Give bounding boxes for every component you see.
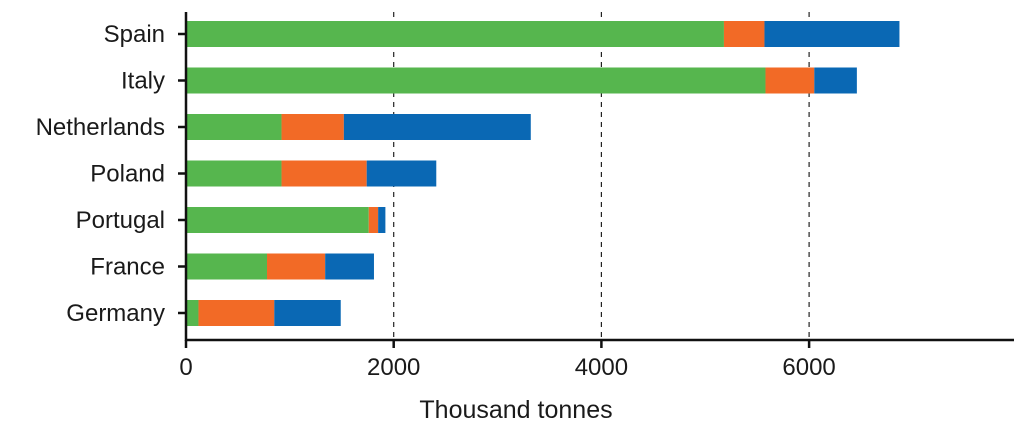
bar-portugal-segment-2 [369,207,378,233]
bar-spain-segment-1 [186,21,724,47]
y-tick-label-portugal: Portugal [76,207,165,234]
bar-spain-segment-2 [724,21,765,47]
bar-france-segment-1 [186,254,267,280]
x-tick-label-6000: 6000 [782,354,835,381]
y-tick-label-netherlands: Netherlands [36,114,165,141]
bar-italy-segment-3 [814,68,857,94]
bar-spain-segment-3 [764,21,899,47]
x-tick-label-4000: 4000 [575,354,628,381]
bar-portugal-segment-1 [186,207,369,233]
bar-netherlands-segment-1 [186,114,282,140]
bar-germany-segment-2 [198,300,274,326]
x-tick-label-0: 0 [179,354,192,381]
bar-france-segment-3 [325,254,374,280]
y-tick-label-italy: Italy [121,68,165,95]
y-tick-label-spain: Spain [104,21,165,48]
x-axis-title: Thousand tonnes [419,396,612,424]
bars [186,21,899,326]
bar-portugal-segment-3 [378,207,385,233]
bar-poland-segment-2 [282,161,367,187]
y-tick-label-poland: Poland [90,161,165,188]
y-tick-label-germany: Germany [66,300,165,327]
bar-germany-segment-3 [274,300,340,326]
grid-lines [394,12,809,340]
bar-netherlands-segment-3 [344,114,531,140]
bar-italy-segment-1 [186,68,765,94]
bar-germany-segment-1 [186,300,198,326]
y-tick-label-france: France [90,254,165,281]
bar-poland-segment-1 [186,161,282,187]
bar-netherlands-segment-2 [282,114,344,140]
x-tick-label-2000: 2000 [367,354,420,381]
bar-poland-segment-3 [367,161,437,187]
bar-italy-segment-2 [765,68,814,94]
bar-france-segment-2 [267,254,325,280]
